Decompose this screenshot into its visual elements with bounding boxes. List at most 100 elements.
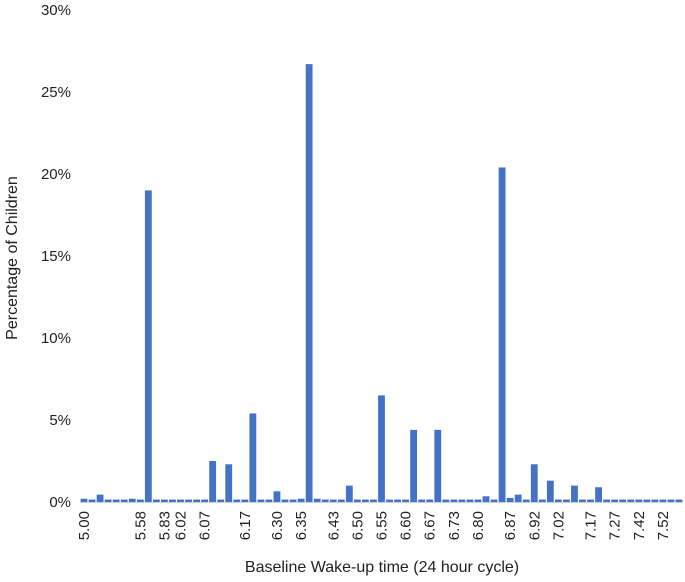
bar-6.03 bbox=[185, 499, 192, 502]
bar-7.27 bbox=[611, 499, 619, 502]
bar-6.90 bbox=[522, 499, 530, 502]
bar-5.67 bbox=[144, 190, 152, 502]
y-tick-label: 30% bbox=[41, 2, 71, 19]
bar-6.73 bbox=[450, 499, 458, 502]
bar-6.67 bbox=[426, 499, 434, 502]
bar-6.45 bbox=[337, 499, 345, 502]
bar-7.20 bbox=[595, 487, 602, 502]
x-tick-label: 5.58 bbox=[132, 511, 149, 540]
bar-7.30 bbox=[619, 499, 627, 502]
bar-6.47 bbox=[345, 485, 353, 502]
bar-6.43 bbox=[329, 499, 337, 502]
bar-6.85 bbox=[498, 167, 506, 502]
bar-5.08 bbox=[88, 499, 96, 502]
bar-6.87 bbox=[506, 497, 514, 502]
bar-6.70 bbox=[434, 429, 442, 502]
y-axis-title: Percentage of Children bbox=[4, 176, 21, 340]
bar-6.17 bbox=[241, 499, 249, 502]
x-tick-label: 6.17 bbox=[237, 511, 254, 540]
bar-6.92 bbox=[530, 464, 538, 502]
x-tick-label: 5.00 bbox=[76, 511, 93, 540]
bar-6.10 bbox=[217, 499, 225, 502]
bar-7.00 bbox=[546, 480, 554, 502]
bar-6.82 bbox=[482, 496, 490, 502]
bar-7.33 bbox=[627, 499, 635, 502]
bar-7.50 bbox=[651, 499, 659, 502]
bar-6.78 bbox=[466, 499, 474, 502]
bar-6.28 bbox=[265, 499, 273, 502]
bar-7.60 bbox=[675, 499, 683, 502]
bar-6.30 bbox=[273, 491, 281, 502]
bar-5.42 bbox=[120, 499, 128, 502]
x-tick-label: 6.92 bbox=[526, 511, 543, 540]
bar-7.52 bbox=[659, 499, 667, 502]
bar-6.83 bbox=[490, 499, 498, 502]
bar-5.50 bbox=[128, 498, 136, 502]
bar-5.25 bbox=[104, 499, 112, 502]
x-tick-label: 6.67 bbox=[422, 511, 439, 540]
bar-5.17 bbox=[96, 494, 104, 502]
y-tick-label: 15% bbox=[41, 248, 71, 265]
y-tick-label: 20% bbox=[41, 166, 71, 183]
bar-7.58 bbox=[667, 499, 675, 502]
x-tick-label: 6.73 bbox=[446, 511, 463, 540]
bar-7.25 bbox=[603, 499, 611, 502]
bar-7.17 bbox=[587, 499, 594, 502]
x-axis-title: Baseline Wake-up time (24 hour cycle) bbox=[245, 559, 519, 576]
bar-6.05 bbox=[193, 499, 200, 502]
x-tick-label: 6.43 bbox=[325, 511, 342, 540]
bar-6.42 bbox=[321, 499, 329, 502]
x-tick-label: 7.27 bbox=[607, 511, 624, 540]
bar-6.52 bbox=[362, 499, 369, 502]
x-tick-label: 7.02 bbox=[550, 511, 567, 540]
bar-5.33 bbox=[112, 499, 120, 502]
bar-6.63 bbox=[410, 429, 418, 502]
x-tick-label: 6.55 bbox=[374, 511, 391, 540]
bar-6.72 bbox=[442, 499, 450, 502]
x-tick-label: 7.17 bbox=[583, 511, 600, 540]
x-axis-tick-labels: 5.00 5.58 5.83 6.02 6.07 6.17 6.30 6.35 6.43 6.50… bbox=[76, 511, 672, 540]
x-tick-label: 6.80 bbox=[470, 511, 487, 540]
bar-6.60 bbox=[402, 499, 410, 502]
x-tick-label: 7.52 bbox=[655, 511, 672, 540]
bar-7.05 bbox=[563, 499, 570, 502]
bar-6.08 bbox=[209, 461, 217, 502]
bar-6.35 bbox=[297, 498, 305, 502]
bar-6.65 bbox=[418, 499, 426, 502]
bar-7.42 bbox=[635, 499, 643, 502]
bar-7.08 bbox=[571, 485, 578, 502]
bar-5.75 bbox=[152, 499, 160, 502]
y-tick-label: 5% bbox=[49, 412, 71, 429]
bar-6.88 bbox=[514, 494, 522, 502]
x-tick-label: 6.07 bbox=[197, 511, 214, 540]
bar-6.20 bbox=[249, 413, 257, 502]
bar-6.07 bbox=[201, 499, 209, 502]
bar-6.80 bbox=[474, 499, 482, 502]
bar-6.15 bbox=[233, 499, 241, 502]
x-tick-label: 6.50 bbox=[349, 511, 366, 540]
bar-5.83 bbox=[161, 499, 168, 502]
bar-6.95 bbox=[538, 499, 546, 502]
bar-6.38 bbox=[305, 64, 313, 503]
y-tick-label: 0% bbox=[49, 494, 71, 511]
x-tick-label: 6.87 bbox=[502, 511, 519, 540]
x-tick-label: 6.60 bbox=[398, 511, 415, 540]
bar-6.02 bbox=[177, 499, 184, 502]
bar-5.92 bbox=[169, 499, 176, 502]
bar-5.58 bbox=[136, 499, 144, 502]
bar-7.12 bbox=[579, 499, 586, 502]
bar-6.13 bbox=[225, 464, 233, 502]
x-tick-label: 6.02 bbox=[173, 511, 190, 540]
bar-7.45 bbox=[643, 499, 651, 502]
bar-6.33 bbox=[289, 499, 297, 502]
bar-6.32 bbox=[281, 499, 289, 502]
y-tick-label: 25% bbox=[41, 84, 71, 101]
bar-6.50 bbox=[353, 499, 361, 502]
bar-6.58 bbox=[394, 499, 401, 502]
x-tick-label: 5.83 bbox=[156, 511, 173, 540]
bar-6.57 bbox=[386, 499, 393, 502]
bar-6.53 bbox=[370, 499, 377, 502]
bars-group bbox=[80, 64, 683, 503]
x-tick-label: 7.42 bbox=[631, 511, 648, 540]
